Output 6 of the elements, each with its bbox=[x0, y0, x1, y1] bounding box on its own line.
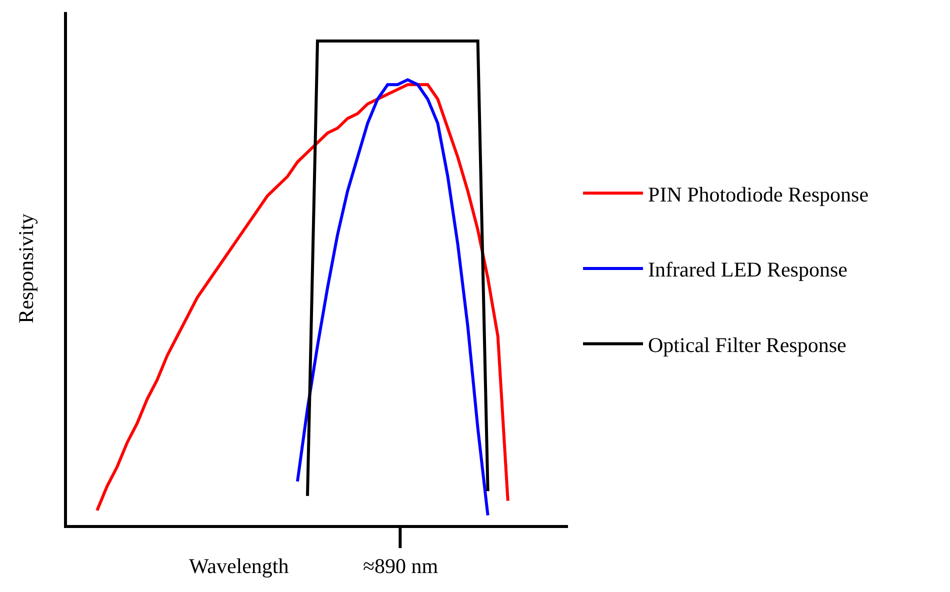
legend-label: Optical Filter Response bbox=[648, 332, 846, 357]
legend-label: PIN Photodiode Response bbox=[648, 182, 869, 206]
x-axis-title: Wavelength bbox=[189, 554, 290, 578]
legend-label: Infrared LED Response bbox=[648, 258, 848, 282]
y-axis-title: Responsivity bbox=[14, 213, 38, 324]
text: ≈890 nm bbox=[363, 554, 438, 578]
